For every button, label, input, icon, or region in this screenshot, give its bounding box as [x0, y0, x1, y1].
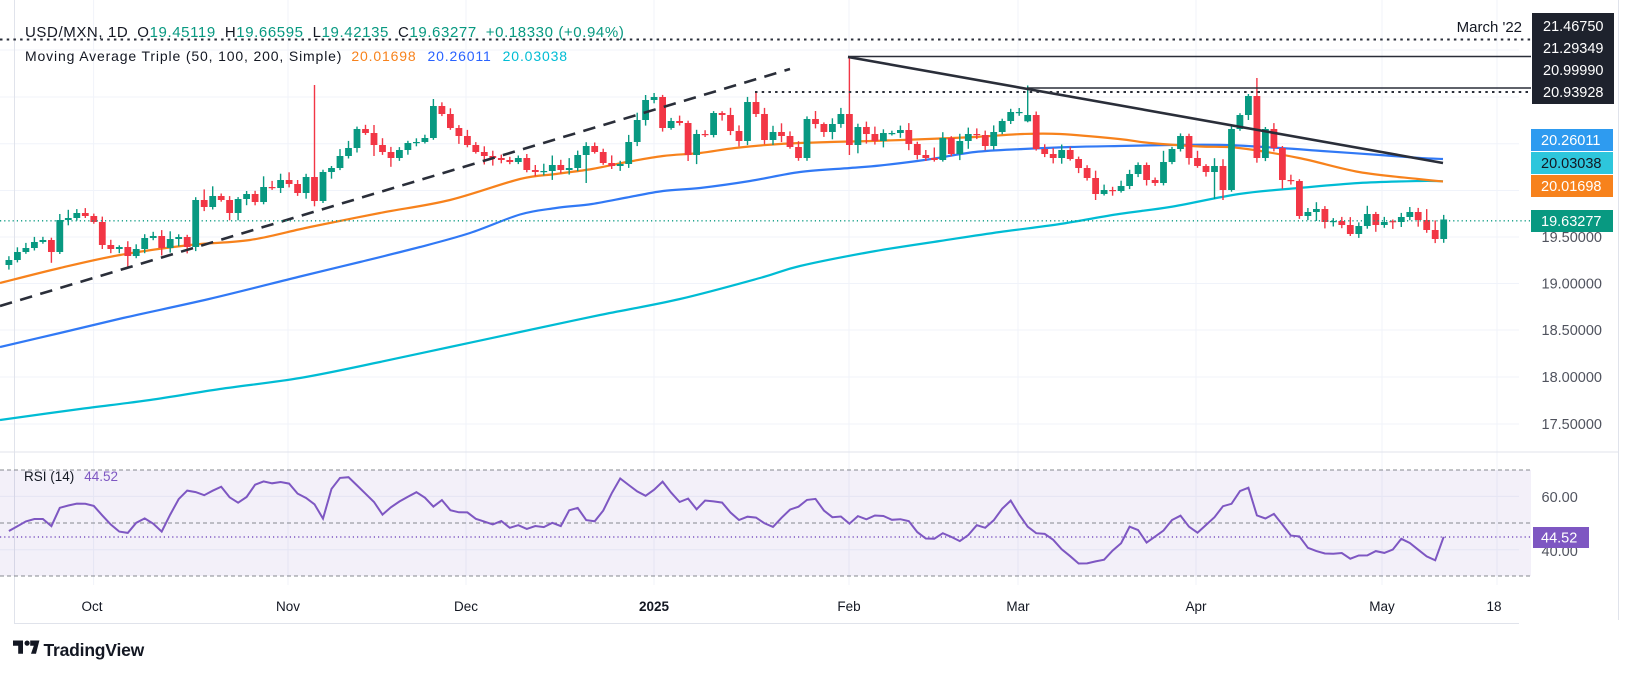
svg-text:19.50000: 19.50000 — [1542, 230, 1602, 246]
svg-text:Feb: Feb — [837, 599, 860, 614]
svg-text:20.26011: 20.26011 — [1541, 133, 1600, 149]
svg-text:18.00000: 18.00000 — [1542, 370, 1602, 386]
svg-text:Mar: Mar — [1006, 599, 1030, 614]
svg-text:Dec: Dec — [454, 599, 478, 614]
svg-text:RSI (14)44.52: RSI (14) 44.52 — [24, 469, 118, 484]
svg-text:44.52: 44.52 — [1541, 531, 1577, 547]
svg-text:May: May — [1369, 599, 1395, 614]
svg-text:20.93928: 20.93928 — [1543, 85, 1603, 101]
svg-text:18.50000: 18.50000 — [1542, 323, 1602, 339]
svg-text:Moving Average Triple (50, 100: Moving Average Triple (50, 100, 200, Sim… — [25, 48, 568, 64]
svg-text:21.46750: 21.46750 — [1543, 19, 1603, 35]
svg-text:March '22: March '22 — [1457, 19, 1522, 36]
svg-text:Nov: Nov — [276, 599, 300, 614]
svg-text:17.50000: 17.50000 — [1542, 417, 1602, 433]
svg-text:19.63277: 19.63277 — [1541, 214, 1601, 230]
svg-text:20.01698: 20.01698 — [1541, 179, 1601, 195]
svg-text:20.03038: 20.03038 — [1541, 156, 1601, 172]
svg-text:Oct: Oct — [81, 599, 102, 614]
svg-text:21.29349: 21.29349 — [1543, 41, 1603, 57]
svg-text:18: 18 — [1486, 599, 1501, 614]
svg-text:TradingView: TradingView — [44, 640, 145, 660]
svg-text:19.00000: 19.00000 — [1542, 277, 1602, 293]
svg-text:60.00: 60.00 — [1542, 490, 1578, 506]
svg-text:Apr: Apr — [1185, 599, 1207, 614]
svg-text:2025: 2025 — [639, 599, 670, 614]
svg-text:20.99990: 20.99990 — [1543, 63, 1603, 79]
